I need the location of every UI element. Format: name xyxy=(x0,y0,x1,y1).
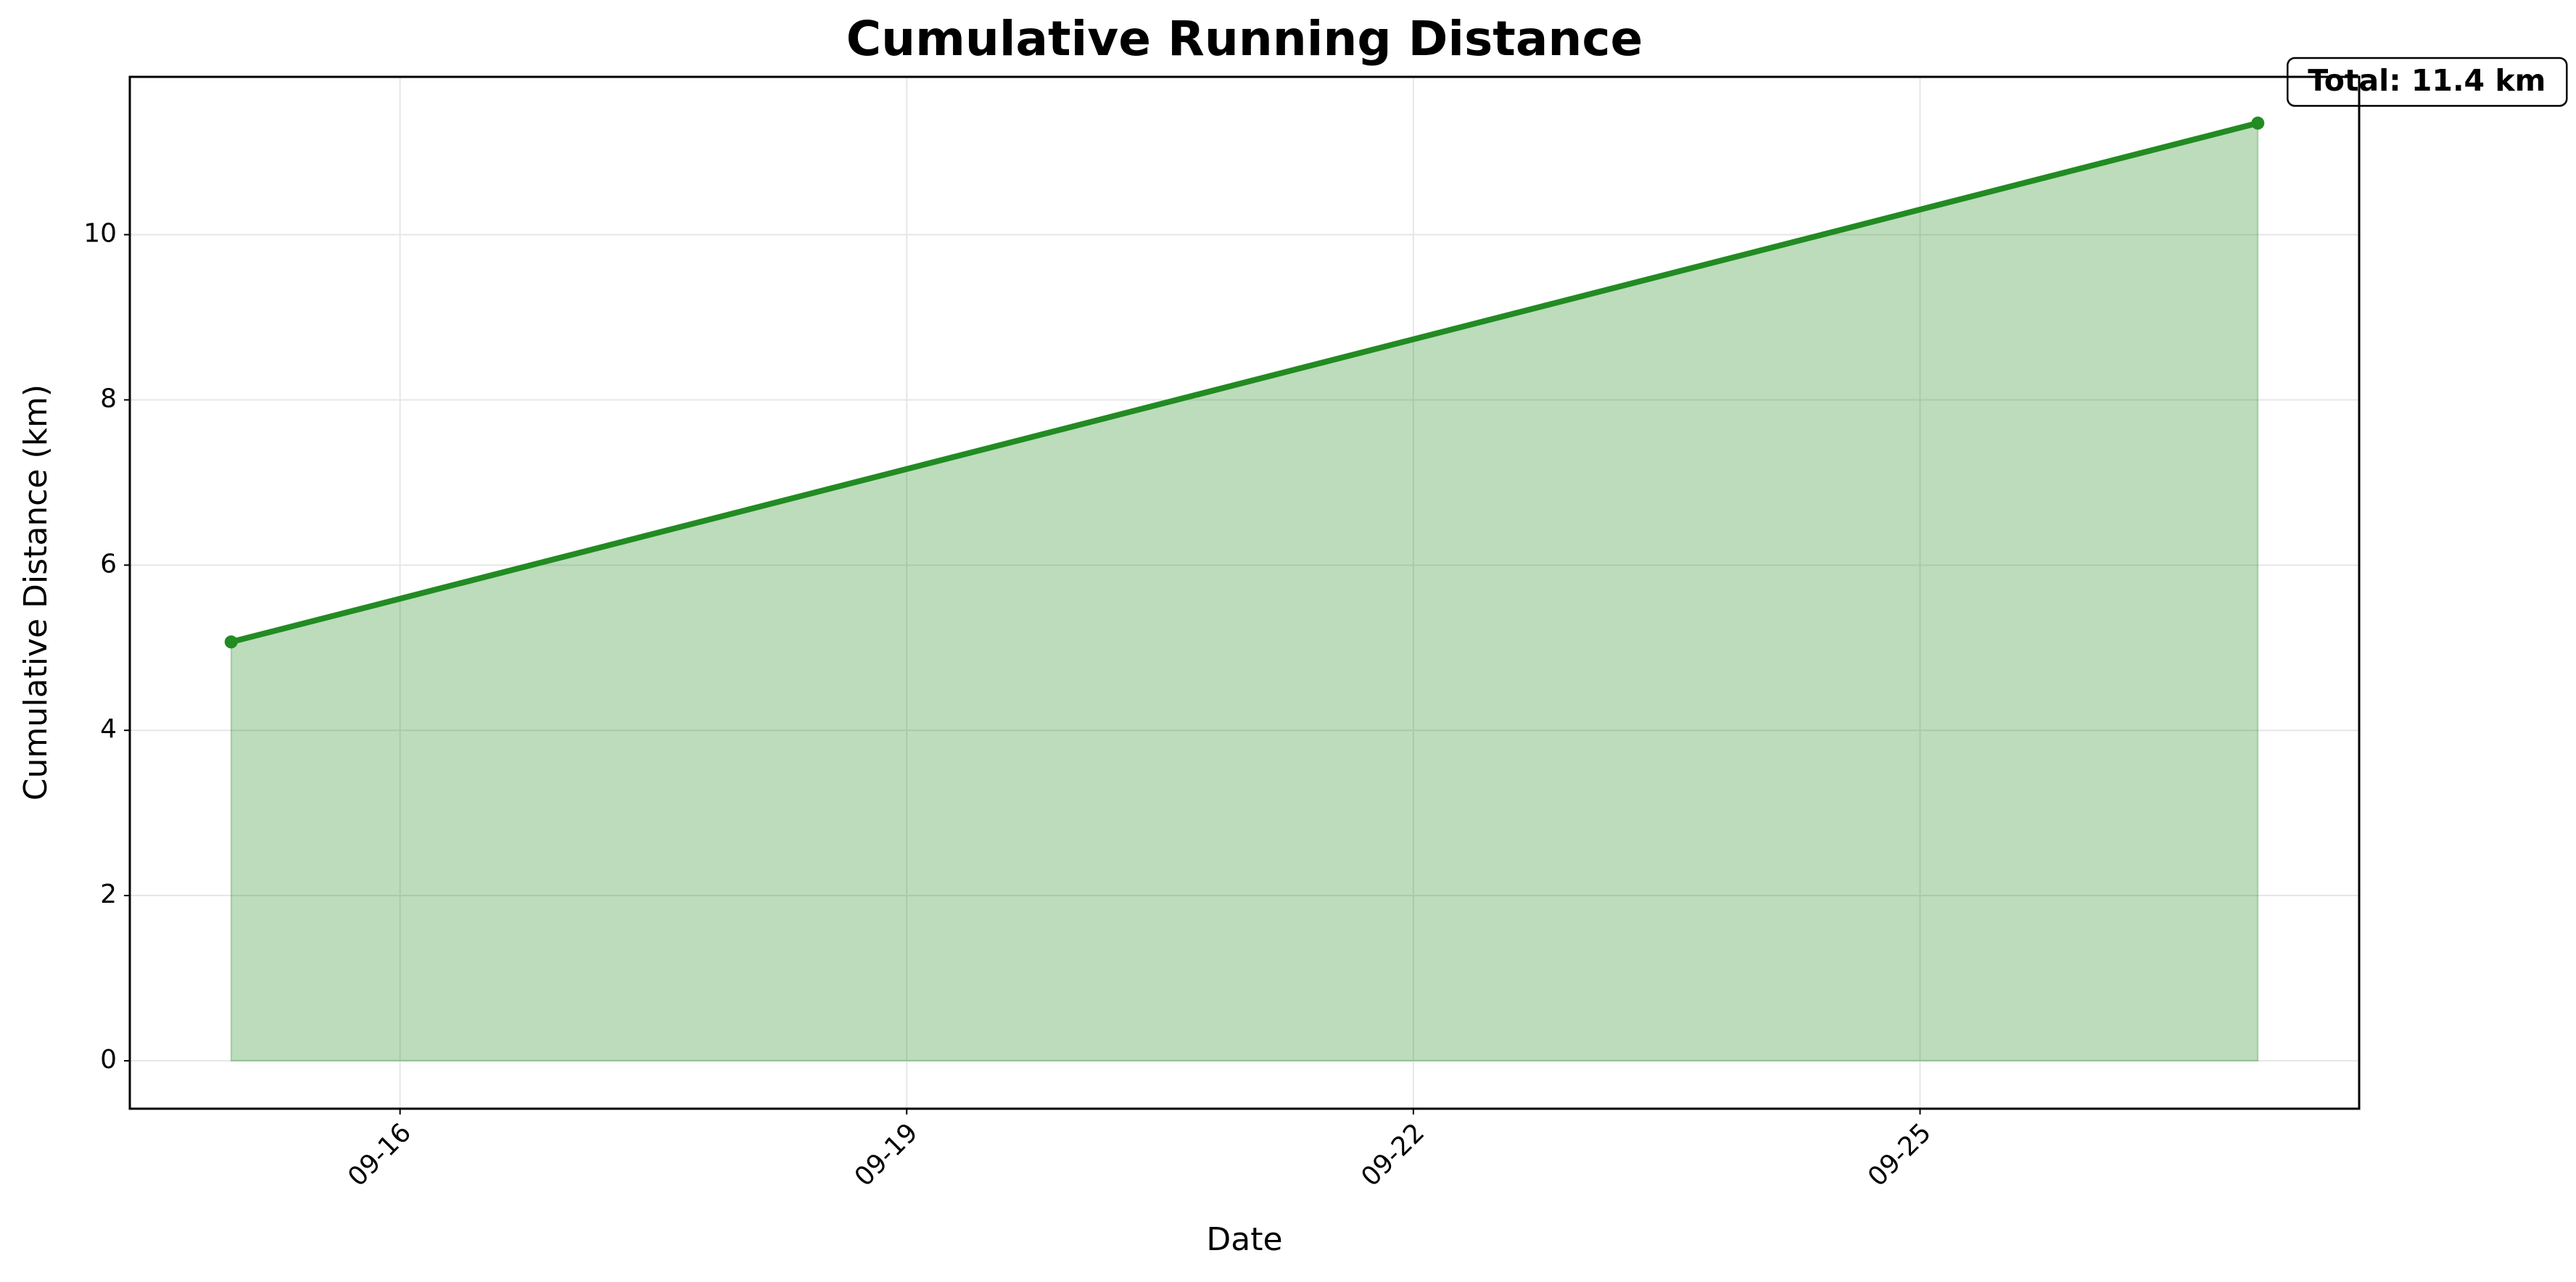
chart-title: Cumulative Running Distance xyxy=(846,11,1643,67)
area xyxy=(230,122,2259,1062)
line xyxy=(230,120,2259,645)
y-tick-label: 4 xyxy=(100,714,117,744)
x-tick-label: 09-19 xyxy=(849,1117,924,1192)
y-tick-label: 10 xyxy=(83,219,117,249)
annotation-text: Total: 11.4 km xyxy=(2308,63,2546,98)
x-axis-label: Date xyxy=(1206,1221,1282,1258)
y-tick-label: 0 xyxy=(100,1045,117,1075)
y-tick-label: 2 xyxy=(100,880,117,909)
annotation: Total: 11.4 km xyxy=(2287,57,2568,107)
y-tick-label: 8 xyxy=(100,384,117,413)
point xyxy=(2251,116,2265,130)
x-tick-label: 09-16 xyxy=(342,1117,417,1192)
point xyxy=(224,635,238,649)
x-tick-label: 09-22 xyxy=(1355,1117,1430,1192)
y-axis-label: Cumulative Distance (km) xyxy=(17,384,54,801)
x-tick-label: 09-25 xyxy=(1862,1117,1937,1192)
annotation-box xyxy=(2287,57,2568,107)
plot-frame xyxy=(128,75,2361,1110)
y-tick-label: 6 xyxy=(100,549,117,579)
